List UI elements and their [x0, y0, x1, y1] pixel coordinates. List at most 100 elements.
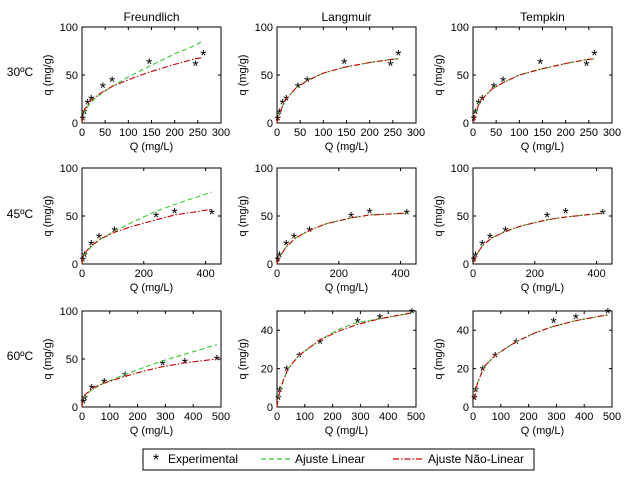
x-axis-label: Q (mg/L) — [130, 425, 173, 437]
nonlinear-fit-line — [473, 314, 608, 400]
x-tick-label: 150 — [142, 127, 160, 139]
y-tick-label: 40 — [457, 325, 469, 337]
experimental-point: * — [409, 306, 415, 323]
y-axis-label: q (mg/g) — [433, 339, 445, 380]
x-tick-label: 300 — [156, 411, 174, 423]
experimental-point: * — [100, 80, 106, 97]
plot-area — [81, 310, 222, 408]
x-axis-label: Q (mg/L) — [130, 141, 173, 153]
x-tick-label: 150 — [337, 127, 355, 139]
y-axis-label: q (mg/g) — [237, 339, 249, 380]
experimental-point: * — [192, 58, 198, 75]
x-tick-label: 200 — [526, 268, 544, 280]
x-tick-label: 300 — [351, 411, 369, 423]
experimental-point: * — [404, 207, 410, 224]
y-tick-label: 50 — [66, 211, 78, 223]
nonlinear-fit-line — [473, 58, 595, 122]
y-axis-label: q (mg/g) — [237, 55, 249, 96]
y-tick-label: 50 — [66, 354, 78, 366]
x-tick-label: 500 — [407, 411, 425, 423]
x-tick-label: 250 — [384, 127, 402, 139]
y-tick-label: 100 — [255, 22, 273, 34]
x-tick-label: 100 — [296, 411, 314, 423]
experimental-point: * — [304, 75, 310, 92]
experimental-point: * — [377, 312, 383, 329]
x-axis-label: Q (mg/L) — [325, 425, 368, 437]
x-tick-label: 100 — [492, 411, 510, 423]
panel-r1-c3: 0 50 100 150 200 250 300 0 50 100 Tempkin Q (mg/L) q… — [433, 10, 621, 153]
x-tick-label: 500 — [212, 411, 230, 423]
y-tick-label: 100 — [60, 306, 78, 318]
x-tick-label: 50 — [294, 127, 306, 139]
experimental-point: * — [600, 207, 606, 224]
x-tick-label: 0 — [79, 268, 85, 280]
legend: * Experimental Ajuste Linear Ajuste Não-… — [142, 448, 535, 471]
y-tick-label: 0 — [463, 118, 469, 130]
legend-experimental-marker: * — [153, 452, 159, 469]
plot-area — [472, 26, 613, 124]
experimental-point: * — [583, 58, 589, 75]
experimental-point: * — [473, 385, 479, 402]
x-tick-label: 200 — [519, 411, 537, 423]
y-tick-label: 100 — [255, 163, 273, 175]
x-tick-label: 100 — [314, 127, 332, 139]
x-tick-label: 400 — [184, 411, 202, 423]
experimental-point: * — [480, 364, 486, 381]
plot-area — [81, 26, 222, 124]
y-axis-label: q (mg/g) — [42, 196, 54, 237]
y-tick-label: 0 — [463, 259, 469, 271]
panel-title: Freundlich — [123, 10, 179, 24]
experimental-point: * — [563, 206, 569, 223]
x-tick-label: 50 — [99, 127, 111, 139]
experimental-point: * — [81, 106, 87, 123]
x-tick-label: 0 — [470, 411, 476, 423]
x-tick-label: 300 — [547, 411, 565, 423]
x-tick-label: 500 — [603, 411, 621, 423]
y-tick-label: 0 — [72, 259, 78, 271]
row-label-30: 30ºC — [7, 65, 34, 79]
experimental-point: * — [348, 210, 354, 227]
experimental-point: * — [471, 392, 477, 409]
nonlinear-fit-line — [81, 57, 204, 124]
experimental-point: * — [491, 80, 497, 97]
plot-area — [472, 310, 613, 408]
experimental-point: * — [276, 249, 282, 266]
linear-fit-line — [276, 312, 412, 408]
experimental-point: * — [479, 93, 485, 110]
experimental-point: * — [551, 316, 557, 333]
y-tick-label: 20 — [457, 364, 469, 376]
x-tick-label: 300 — [212, 127, 230, 139]
experimental-point: * — [492, 350, 498, 367]
plot-area — [276, 26, 417, 124]
experimental-point: * — [275, 392, 281, 409]
experimental-point: * — [88, 93, 94, 110]
x-tick-label: 200 — [323, 411, 341, 423]
panel-r1-c1: 0 50 100 150 200 250 300 0 50 100 Freundlich Q (mg/… — [42, 10, 230, 153]
experimental-point: * — [317, 337, 323, 354]
experimental-point: * — [275, 113, 281, 130]
experimental-point: * — [214, 353, 220, 370]
row-label-60: 60ºC — [7, 349, 34, 363]
panel-r3-c2: 0 100 200 300 400 500 0 20 40 Q (mg/L) q (mg/g) * * *… — [237, 306, 425, 437]
experimental-point: * — [182, 356, 188, 373]
x-tick-label: 200 — [556, 127, 574, 139]
experimental-point: * — [296, 350, 302, 367]
experimental-point: * — [502, 224, 508, 241]
y-tick-label: 20 — [261, 364, 273, 376]
y-tick-label: 0 — [463, 402, 469, 414]
x-tick-label: 400 — [575, 411, 593, 423]
experimental-point: * — [537, 56, 543, 73]
x-tick-label: 0 — [470, 268, 476, 280]
experimental-point: * — [472, 106, 478, 123]
y-axis-label: q (mg/g) — [237, 196, 249, 237]
experimental-point: * — [471, 113, 477, 130]
panel-r1-c2: 0 50 100 150 200 250 300 0 50 100 Langmuir Q (mg/L)… — [237, 10, 425, 153]
plot-area — [276, 167, 417, 265]
experimental-point: * — [367, 206, 373, 223]
experimental-point: * — [341, 56, 347, 73]
y-axis-label: q (mg/g) — [42, 339, 54, 380]
